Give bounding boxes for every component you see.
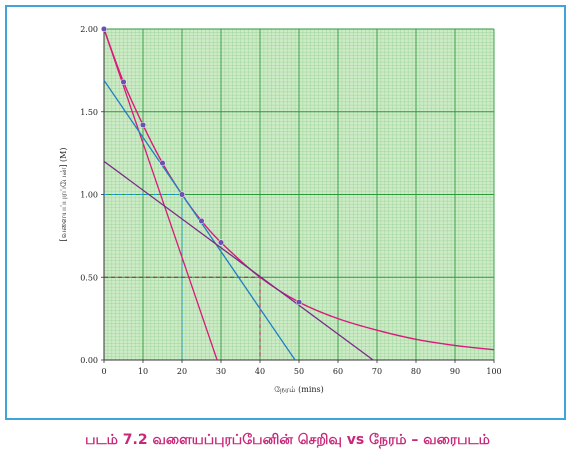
decay-curve <box>103 28 495 351</box>
x-tick-label: 30 <box>216 367 226 376</box>
x-tick-label: 60 <box>333 367 343 376</box>
data-point <box>159 160 166 167</box>
data-point <box>100 25 108 33</box>
x-tick-label: 10 <box>138 367 148 376</box>
x-tick-label: 40 <box>255 367 265 376</box>
y-tick-label: 1.00 <box>80 191 98 200</box>
y-tick-label: 2.00 <box>80 25 98 34</box>
data-point <box>295 299 303 306</box>
x-tick-label: 80 <box>411 367 421 376</box>
data-point <box>178 191 186 198</box>
data-point <box>198 217 205 225</box>
figure-caption: படம் 7.2 வளையப்புரப்பேனின் செறிவு vs நேர… <box>85 432 490 448</box>
concentration-time-chart: 0 10 20 30 40 50 60 70 80 90 100 0.00 0.50 1.00 1.50 2.… <box>59 25 502 394</box>
x-tick-label: 50 <box>294 367 304 376</box>
data-point <box>120 78 127 86</box>
y-axis-label: [வளையப்புரப்பேன்] (M) <box>59 148 68 242</box>
x-tick-label: 20 <box>177 367 187 376</box>
x-tick-label: 100 <box>486 367 501 376</box>
y-tick-label: 0.50 <box>80 273 98 282</box>
x-tick-label: 90 <box>450 367 460 376</box>
data-point <box>217 239 225 246</box>
tangent-line <box>103 160 374 361</box>
y-tick-label: 1.50 <box>80 108 98 117</box>
y-tick-label: 0.00 <box>80 356 98 365</box>
x-tick-label: 0 <box>101 367 106 376</box>
x-tick-label: 70 <box>372 367 382 376</box>
data-point <box>139 121 147 129</box>
x-axis-label: நேரம் (mins) <box>274 385 324 394</box>
